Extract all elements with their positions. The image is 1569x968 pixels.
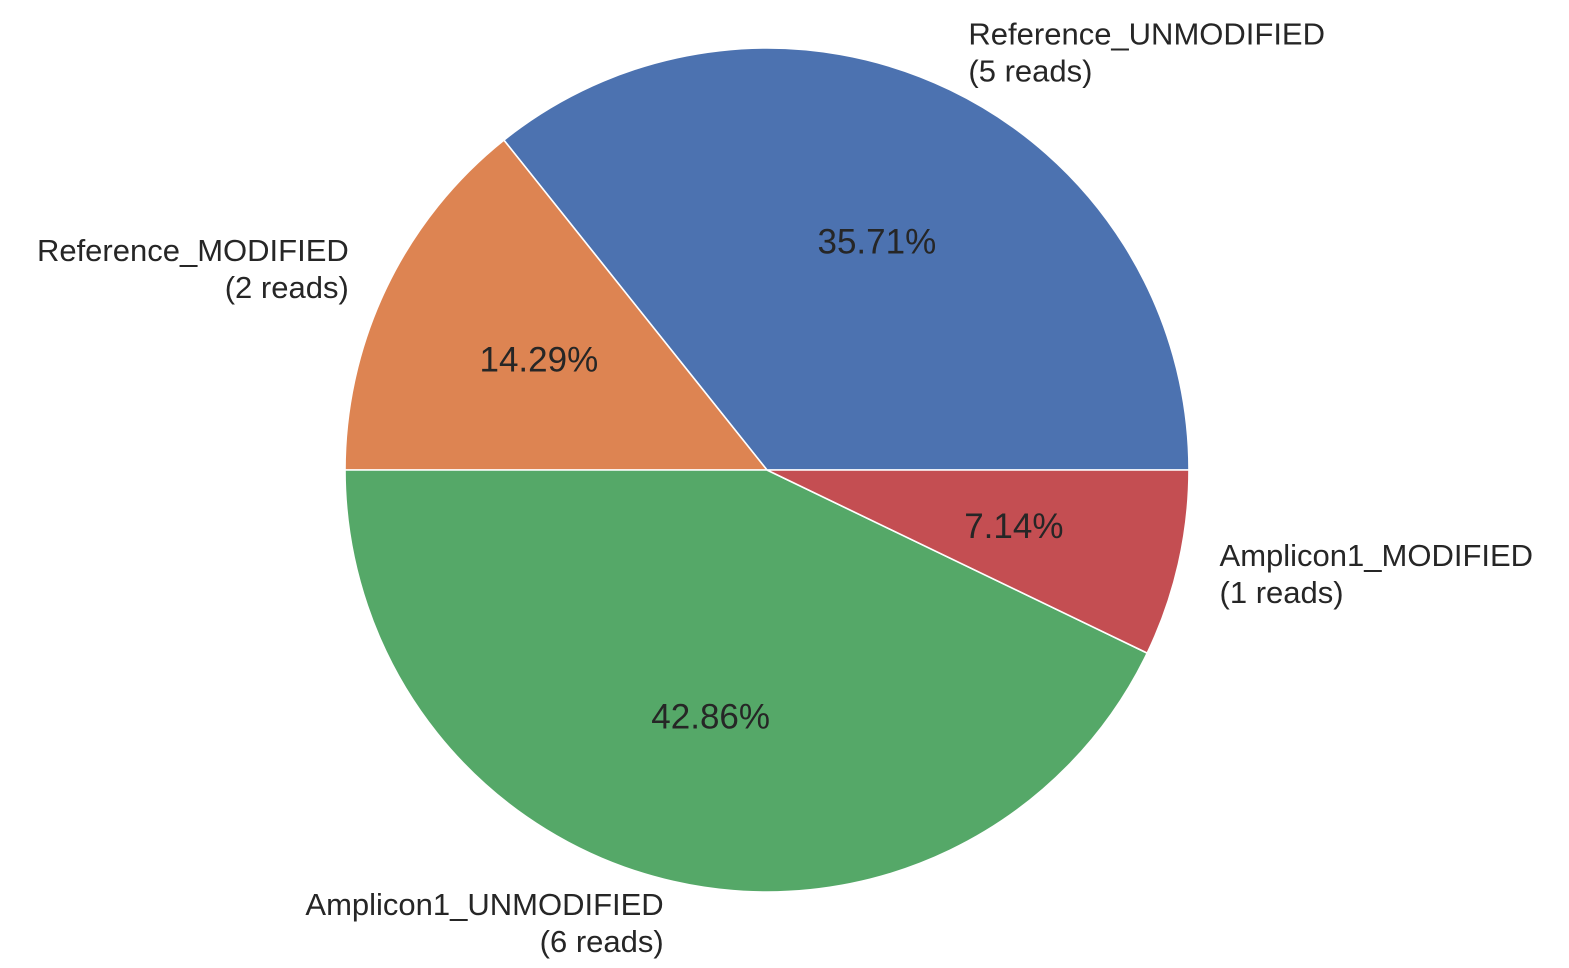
- percent-label-reference-modified: 14.29%: [480, 341, 599, 380]
- pie-slice-amplicon1-unmodified: [344, 469, 1149, 893]
- category-read-count: (5 reads): [968, 53, 1092, 88]
- percent-labels: 35.71% 14.29% 42.86% 7.14%: [480, 222, 1064, 736]
- percent-label-amplicon1-unmodified: 42.86%: [651, 697, 770, 736]
- category-read-count: (1 reads): [1220, 574, 1344, 609]
- pie-slice-reference-unmodified: [502, 47, 1190, 471]
- category-name: Reference_MODIFIED: [37, 233, 349, 268]
- category-name: Reference_UNMODIFIED: [968, 16, 1325, 51]
- category-read-count: (2 reads): [225, 270, 349, 305]
- pie-slices: [344, 47, 1190, 893]
- category-name: Amplicon1_UNMODIFIED: [305, 887, 663, 922]
- category-label-amplicon1-modified: Amplicon1_MODIFIED (1 reads): [1220, 537, 1534, 609]
- category-label-reference-unmodified: Reference_UNMODIFIED (5 reads): [968, 16, 1325, 88]
- pie-slice-reference-modified: [344, 138, 769, 471]
- pie-slice-amplicon1-modified: [766, 469, 1190, 655]
- category-name: Amplicon1_MODIFIED: [1220, 537, 1534, 572]
- percent-label-reference-unmodified: 35.71%: [818, 222, 937, 261]
- category-label-amplicon1-unmodified: Amplicon1_UNMODIFIED (6 reads): [305, 887, 663, 959]
- category-label-reference-modified: Reference_MODIFIED (2 reads): [37, 233, 349, 305]
- percent-label-amplicon1-modified: 7.14%: [964, 507, 1063, 546]
- category-labels: Reference_UNMODIFIED (5 reads) Reference_M…: [37, 16, 1533, 959]
- category-read-count: (6 reads): [540, 924, 664, 959]
